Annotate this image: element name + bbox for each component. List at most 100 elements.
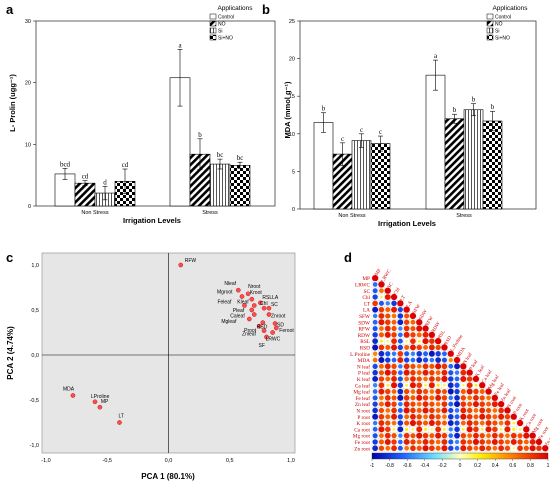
heatmap-dot [485,420,492,426]
heatmap-dot [384,287,391,294]
heatmap-dot [403,325,410,332]
heatmap-dot [529,432,536,439]
pca-point-label: Nroot [248,284,261,290]
heatmap-dot [435,363,442,370]
heatmap-dot [409,382,416,389]
heatmap-diagonal-label: RSD [444,335,454,346]
heatmap-dot [466,388,473,395]
heatmap-diagonal-label: Ca leaf [482,369,494,384]
heatmap-dot [473,426,479,433]
heatmap-dot [504,420,511,426]
heatmap-dot [473,445,479,451]
heatmap-dot [485,445,492,451]
heatmap-dot [498,433,504,439]
category-label: Non Stress [338,213,365,219]
heatmap-dot [485,426,492,433]
heatmap-dot [416,357,423,363]
heatmap-row-label: Ca leaf [355,382,370,389]
heatmap-dot [435,439,441,445]
heatmap-dot [416,432,423,439]
heatmap-dot [416,439,422,445]
heatmap-dot [435,357,442,363]
ylabel-a: L- Prolin (ugg⁻¹) [8,74,17,132]
heatmap-dot [441,344,448,351]
heatmap-dot [405,427,409,431]
heatmap-dot [385,307,391,313]
heatmap-dot [372,300,378,307]
heatmap-dot [448,439,454,445]
colorbar-tick-label: -1 [370,463,375,469]
heatmap-dot [435,344,441,351]
heatmap-dot [404,414,410,420]
heatmap-dot [460,407,467,414]
heatmap-diagonal-label: RFW [425,316,435,328]
pca-point-znroot [266,312,272,317]
heatmap-row-label: RDW [358,333,370,339]
heatmap-dot [378,426,385,433]
heatmap-dot [441,439,448,445]
heatmap-diagonal-label: P root [513,403,524,416]
heatmap-row-label: K leaf [357,376,370,383]
heatmap-dot [391,319,397,325]
heatmap-dot [479,413,486,420]
heatmap-dot [447,413,454,420]
heatmap-diagonal-label: N root [507,395,518,409]
heatmap-dot [372,445,379,452]
pca-point-label: Feroot [279,328,294,334]
heatmap-dot [429,445,435,452]
pca-point-pleaf [249,307,255,313]
heatmap-diagonal-label: Fe leaf [494,382,506,397]
heatmap-dot [405,383,409,387]
heatmap-dot [404,376,410,382]
heatmap-dot [384,325,391,332]
heatmap-dot [378,382,385,389]
heatmap-dot [398,433,403,438]
heatmap-dot [466,369,473,376]
heatmap-dot [404,445,410,451]
colorbar-tick-label: -0.4 [420,463,429,469]
heatmap-dot [436,383,440,387]
heatmap-dot [392,427,396,431]
heatmap-dot [529,445,536,452]
pca-biplot: PCA 2 (4.74%) PCA 1 (80.1%) -1,0 -0,5 0,0 0… [6,252,296,481]
heatmap-dot [410,369,416,376]
pca-point-lrwc [270,330,275,335]
heatmap-dot [441,388,448,395]
heatmap-dot [423,344,429,350]
heatmap-dot [441,407,448,414]
heatmap-dot [474,383,478,387]
heatmap-dot [385,301,390,306]
heatmap-dot [448,363,454,369]
heatmap-dot [391,338,397,345]
heatmap-dot [378,300,384,306]
heatmap-dot [516,419,524,427]
heatmap-diagonal-label: SC [387,281,395,289]
heatmap-dot [473,388,479,395]
heatmap-dot [448,407,454,414]
heatmap-dot [529,439,536,445]
pca-point-label: LT [119,414,124,420]
heatmap-dot [454,376,460,382]
pca-point-label: Znleaf [242,332,257,338]
heatmap-dot [416,388,423,395]
heatmap-dot [403,357,410,363]
heatmap-dot [498,413,505,420]
heatmap-dot [416,445,422,451]
colorbar-tick-label: 0.8 [527,463,534,469]
heatmap-dot [397,313,404,319]
heatmap-dot [378,420,385,426]
heatmap-dot [404,313,410,319]
heatmap-dot [390,293,398,301]
heatmap-dot [460,369,467,376]
pca-point-kleaf [251,303,257,308]
heatmap-dot [486,433,491,439]
heatmap-dot [454,414,460,420]
ylabel-b: MDA (mmol g⁻¹) [283,81,292,139]
heatmap-dot [397,338,403,344]
heatmap-dot [460,420,466,426]
heatmap-dot [447,350,454,357]
heatmap-row-label: LRWC [355,282,370,288]
colorbar-tick-label: 1 [547,463,550,469]
pca-point-proot [256,323,262,329]
heatmap-dot [504,445,511,451]
